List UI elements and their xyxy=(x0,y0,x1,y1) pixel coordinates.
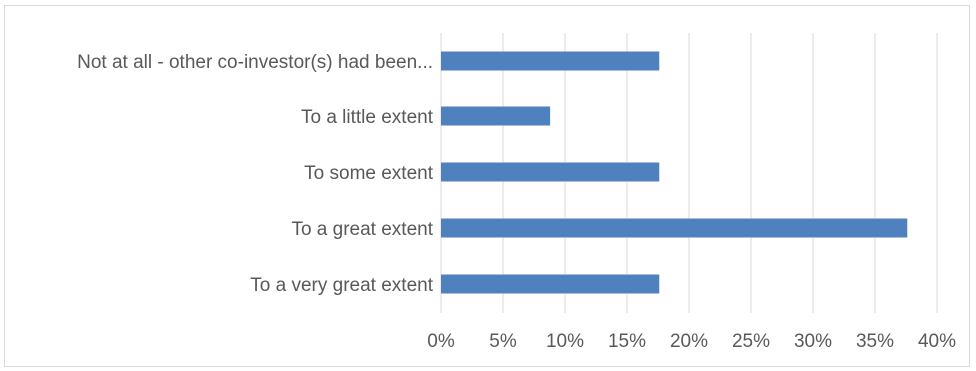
category-label: To a great extent xyxy=(291,219,433,240)
bars xyxy=(441,51,908,294)
category-label: Not at all - other co-investor(s) had be… xyxy=(77,52,433,73)
bar xyxy=(441,274,660,294)
grid-lines xyxy=(440,33,938,313)
category-label: To some extent xyxy=(304,163,434,184)
x-tick-label: 35% xyxy=(856,331,894,352)
x-tick-label: 10% xyxy=(546,331,584,352)
x-tick-label: 30% xyxy=(794,331,832,352)
category-labels: Not at all - other co-investor(s) had be… xyxy=(77,52,434,296)
x-tick-label: 0% xyxy=(427,331,455,352)
x-tick-label: 5% xyxy=(489,331,517,352)
x-tick-labels: 0% 5% 10% 15% 20% 25% 30% 35% 40% xyxy=(427,331,956,352)
bar xyxy=(441,51,660,71)
category-label: To a very great extent xyxy=(250,275,433,296)
bar xyxy=(441,218,908,238)
x-tick-label: 20% xyxy=(670,331,708,352)
x-tick-label: 15% xyxy=(608,331,646,352)
category-label: To a little extent xyxy=(301,107,434,128)
x-tick-label: 25% xyxy=(732,331,770,352)
bar xyxy=(441,106,551,126)
bar xyxy=(441,162,660,182)
x-tick-label: 40% xyxy=(918,331,956,352)
